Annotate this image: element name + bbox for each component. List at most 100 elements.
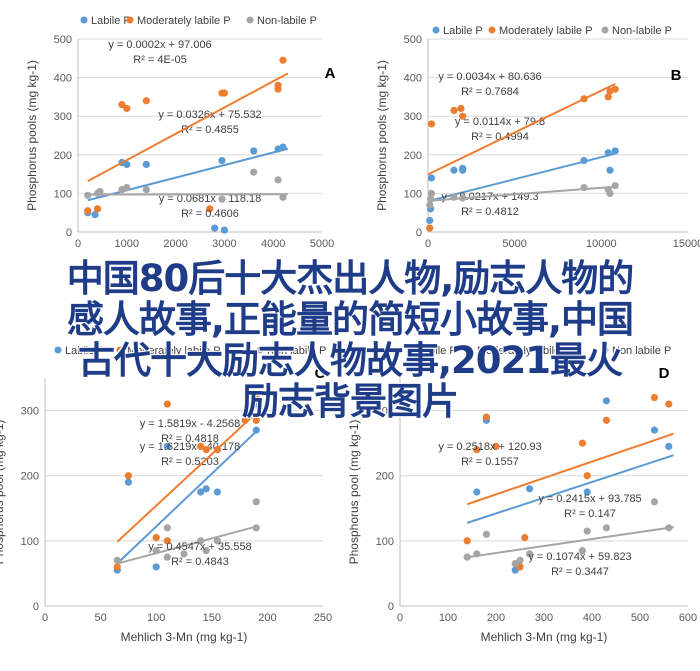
y-tick-label: 0 <box>416 227 422 239</box>
data-point <box>583 527 591 535</box>
y-tick-label: 0 <box>33 601 39 613</box>
trend-equation: y = 1.5819x - 4.2568 <box>140 418 241 430</box>
data-point <box>604 93 612 101</box>
legend-marker <box>246 16 254 24</box>
data-point <box>473 446 481 454</box>
legend-label: Non labile P <box>267 345 326 357</box>
data-point <box>206 205 214 213</box>
y-tick-label: 300 <box>54 111 72 123</box>
trend-r2: R² = 0.5203 <box>161 456 219 468</box>
trend-r2: R² = 0.4606 <box>181 208 239 220</box>
y-tick-label: 500 <box>404 34 422 46</box>
data-point <box>427 174 436 182</box>
data-point <box>580 156 588 165</box>
data-point <box>180 550 188 558</box>
data-point <box>252 524 260 532</box>
x-tick-label: 200 <box>258 612 276 624</box>
data-point <box>123 104 131 113</box>
data-point <box>463 553 471 561</box>
data-point <box>583 488 591 496</box>
data-point <box>197 537 205 545</box>
trend-r2: R² = 0.4812 <box>461 206 519 218</box>
trendline-1 <box>466 432 674 506</box>
data-point <box>93 205 102 213</box>
panel-letter: C <box>315 365 326 382</box>
trendline-2 <box>467 526 674 559</box>
legend-marker <box>488 26 496 34</box>
panel-d: 0 100 200 300 0 100 200 300 400 500 600 Phosphorus … <box>347 345 697 644</box>
data-point <box>142 160 150 169</box>
x-tick-label: 50 <box>94 612 106 624</box>
trend-equation: y = 0.2415x + 93.785 <box>538 493 641 505</box>
data-point <box>123 160 131 169</box>
data-point <box>213 488 221 496</box>
x-tick-label: 500 <box>631 612 649 624</box>
legend-marker <box>432 26 440 34</box>
x-tick-label: 600 <box>679 612 697 624</box>
legend-marker <box>601 26 609 34</box>
legend-label: Moderately labile P <box>477 345 571 357</box>
legend-marker <box>601 346 609 354</box>
legend-label: Labile P <box>417 345 457 357</box>
x-tick-label: 15000 <box>673 238 700 250</box>
data-point <box>604 149 612 157</box>
trendline-0 <box>116 430 257 565</box>
data-point <box>220 226 228 234</box>
x-tick-label: 1000 <box>115 238 139 250</box>
trend-r2: R² = 4E-05 <box>133 54 187 66</box>
data-point <box>252 498 260 506</box>
y-tick-label: 200 <box>21 471 39 483</box>
data-point <box>457 104 465 113</box>
legend-marker <box>54 346 62 354</box>
data-point <box>220 89 228 97</box>
y-tick-label: 300 <box>404 111 422 123</box>
data-point <box>118 101 126 109</box>
data-point <box>473 550 481 558</box>
data-point <box>163 524 171 532</box>
legend-label: Moderately labile P <box>499 25 593 37</box>
data-point <box>91 211 99 219</box>
y-tick-label: 200 <box>404 150 422 162</box>
data-point <box>213 446 221 454</box>
data-point <box>516 556 524 565</box>
x-axis-title: Mehlich 3-Mn (mg kg-1) <box>481 630 608 644</box>
data-point <box>426 224 434 232</box>
data-point <box>96 187 104 196</box>
data-point <box>202 547 210 555</box>
data-point <box>482 413 490 421</box>
x-tick-label: 5000 <box>310 238 334 250</box>
legend-marker <box>406 346 414 354</box>
y-tick-label: 300 <box>21 406 39 418</box>
legend-label: Moderately labile P <box>127 345 221 357</box>
legend-marker <box>256 346 264 354</box>
y-tick-label: 200 <box>376 471 394 483</box>
panel-letter: D <box>659 365 670 382</box>
data-point <box>459 194 467 202</box>
x-tick-label: 4000 <box>261 238 285 250</box>
data-point <box>113 556 121 565</box>
data-point <box>450 106 458 115</box>
y-tick-label: 0 <box>388 601 394 613</box>
y-axis-title: Phosphorus pool (mg kg-1) <box>0 420 6 565</box>
trendline-1 <box>116 412 257 543</box>
data-point <box>611 85 619 93</box>
data-point <box>580 95 588 103</box>
data-point <box>650 426 659 434</box>
data-point <box>124 472 132 480</box>
data-point <box>459 166 467 174</box>
data-point <box>459 112 467 120</box>
data-point <box>526 485 534 493</box>
trend-r2: R² = 0.7684 <box>461 86 519 98</box>
y-tick-label: 100 <box>21 536 39 548</box>
data-point <box>665 524 673 532</box>
legend-marker <box>80 16 88 24</box>
x-tick-label: 3000 <box>212 238 236 250</box>
x-tick-label: 400 <box>583 612 601 624</box>
data-point <box>202 446 210 454</box>
data-point <box>197 442 205 450</box>
y-tick-label: 400 <box>404 73 422 85</box>
data-point <box>578 547 587 555</box>
data-point <box>274 176 282 184</box>
x-tick-label: 100 <box>439 612 457 624</box>
trend-equation: y = 0.0681x + 118.18 <box>159 193 262 205</box>
